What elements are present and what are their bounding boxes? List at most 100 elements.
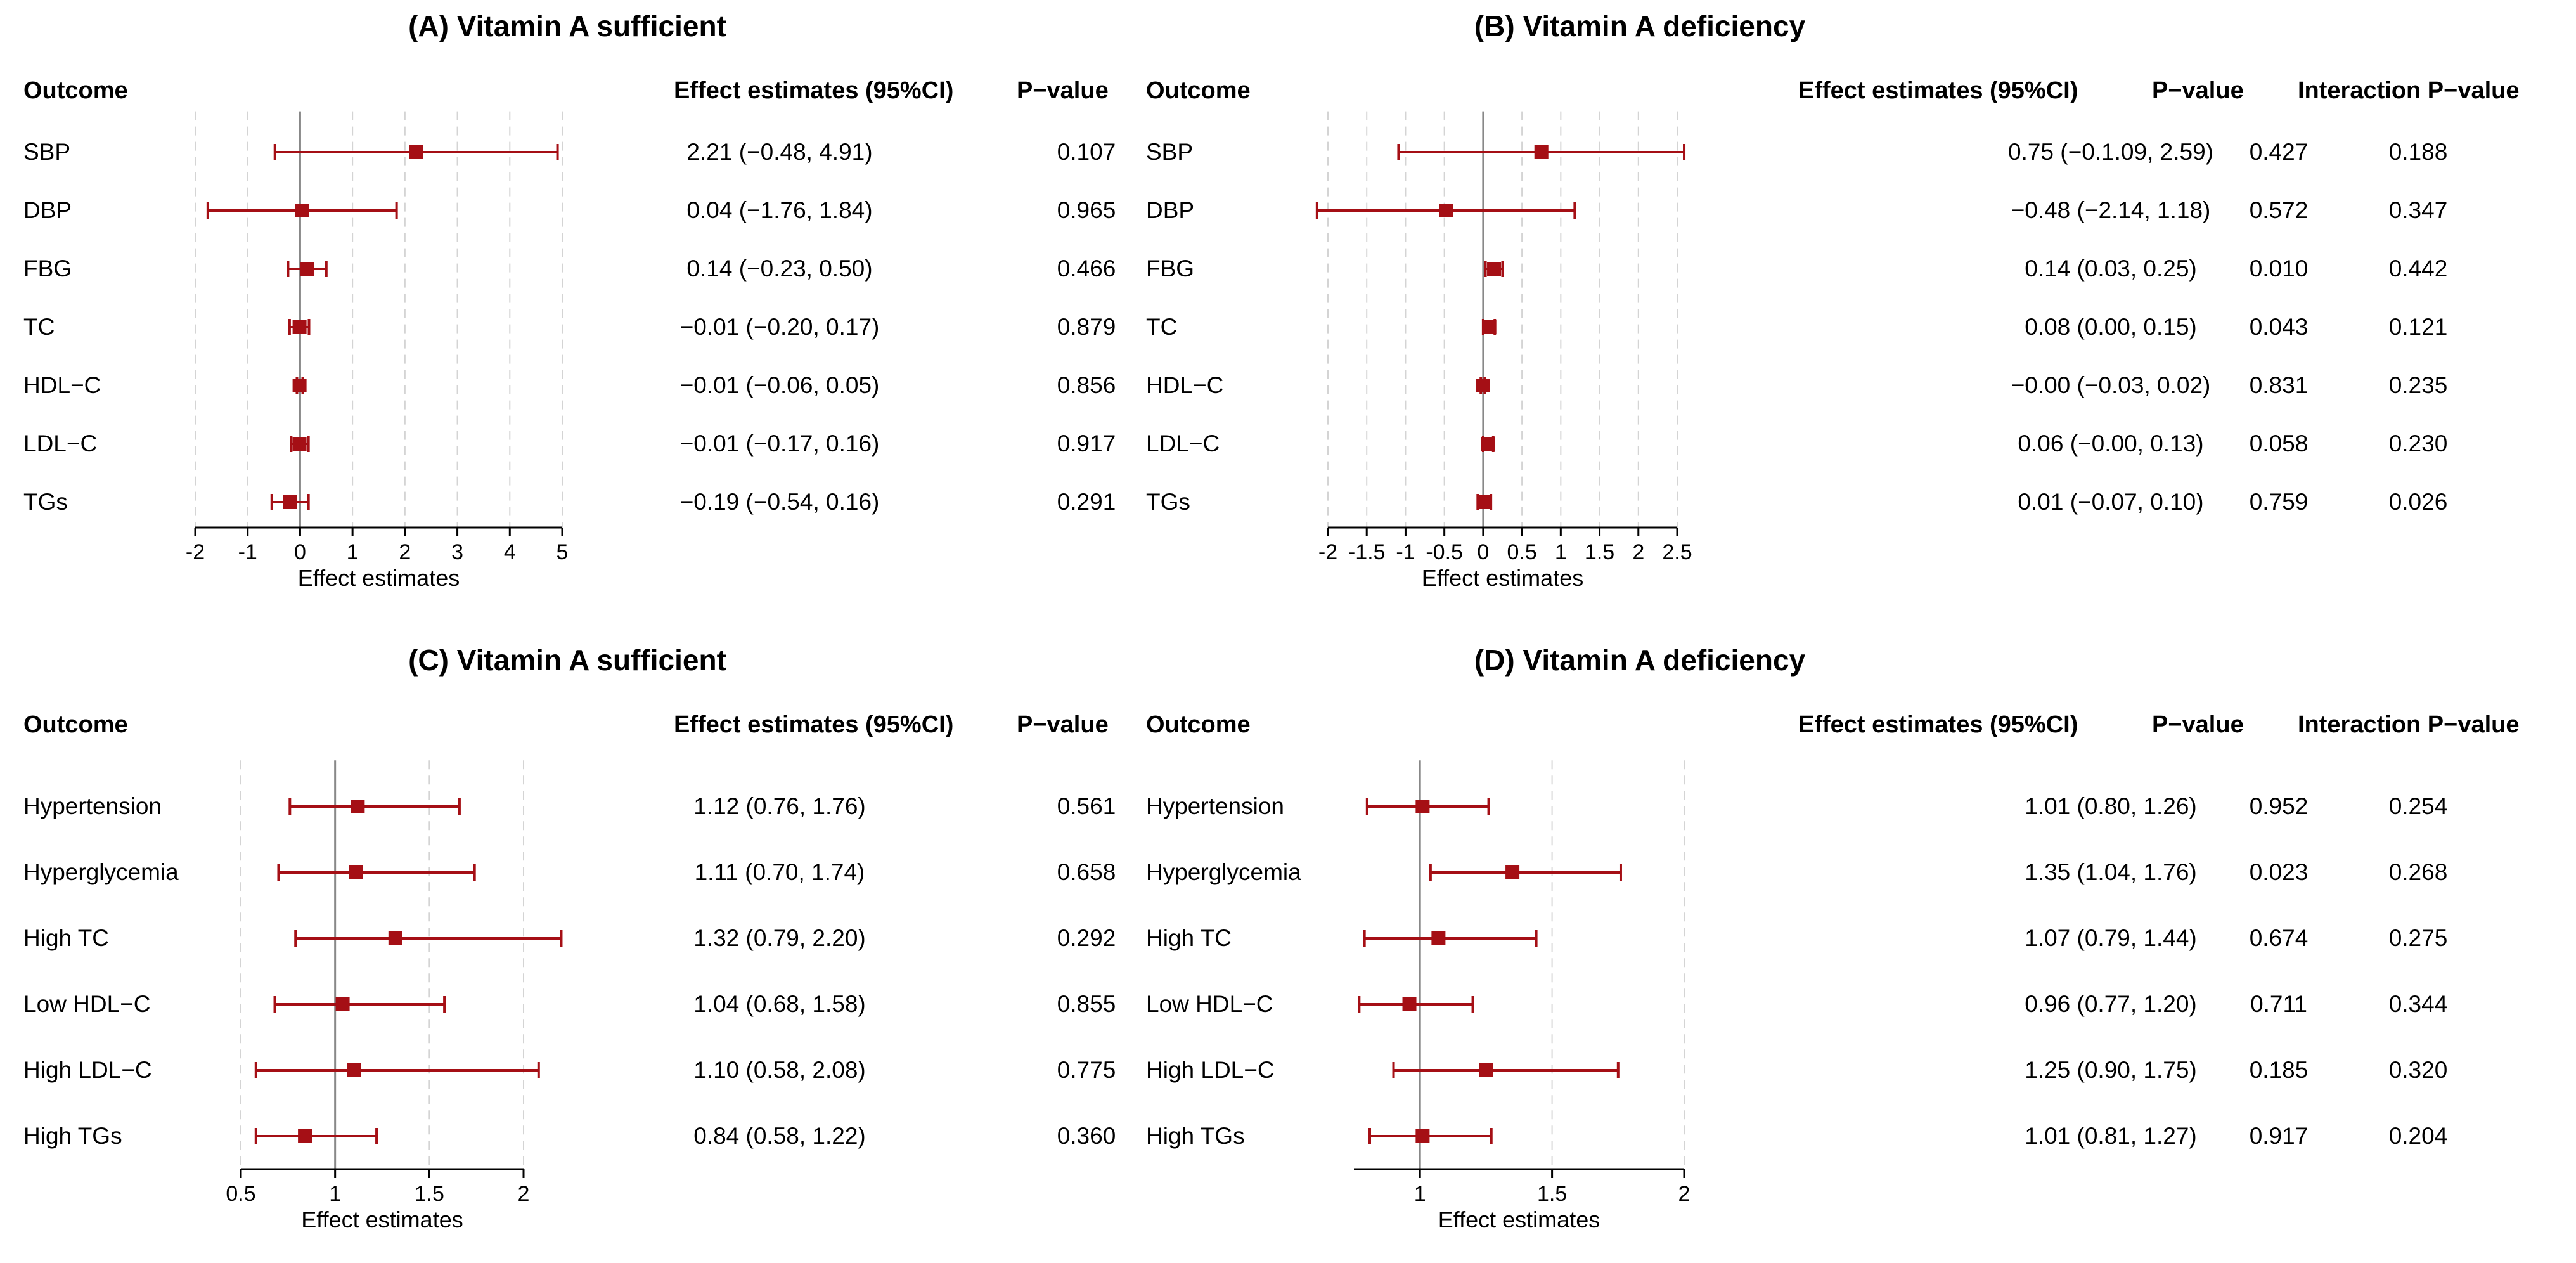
outcome-label: LDL−C: [23, 431, 98, 457]
x-tick-label: 5: [557, 540, 569, 564]
effect-header: Effect estimates (95%CI): [674, 711, 954, 738]
p-value-text: 0.856: [1057, 372, 1116, 398]
outcome-label: HDL−C: [1146, 372, 1224, 398]
point-estimate: [1415, 1129, 1430, 1143]
p-value-text: 0.855: [1057, 991, 1116, 1017]
effect-estimate-text: 0.96 (0.77, 1.20): [2025, 991, 2197, 1017]
x-tick-label: 2: [1632, 540, 1644, 564]
interaction-p-text: 0.254: [2388, 793, 2448, 819]
interaction-p-text: 0.320: [2388, 1057, 2448, 1083]
outcome-label: TGs: [23, 489, 68, 515]
panel-title: (D) Vitamin A deficiency: [1474, 644, 1806, 677]
x-tick-label: 2: [518, 1182, 530, 1206]
p-value-text: 0.879: [1057, 314, 1116, 340]
x-tick-label: 1.5: [415, 1182, 444, 1206]
x-tick-label: 1: [1414, 1182, 1426, 1206]
p-value-text: 0.572: [2249, 197, 2309, 223]
outcome-label: High TC: [23, 925, 110, 951]
x-axis-title: Effect estimates: [301, 1207, 463, 1233]
p-value-text: 0.674: [2249, 925, 2309, 951]
x-axis-title: Effect estimates: [1438, 1207, 1600, 1233]
interaction-p-header: Interaction P−value: [2298, 711, 2520, 738]
outcome-label: TC: [23, 314, 55, 340]
p-value-text: 0.965: [1057, 197, 1116, 223]
panel-c: (C) Vitamin A sufficient Outcome Effect es…: [0, 634, 1135, 1263]
p-value-text: 0.185: [2249, 1057, 2309, 1083]
effect-estimate-text: 0.75 (−0.1.09, 2.59): [2008, 139, 2213, 165]
p-value-text: 0.561: [1057, 793, 1116, 819]
p-value-text: 0.292: [1057, 925, 1116, 951]
point-estimate: [409, 145, 423, 159]
effect-estimate-text: 1.12 (0.76, 1.76): [693, 793, 866, 819]
effect-estimate-text: 2.21 (−0.48, 4.91): [686, 139, 873, 165]
outcome-label: Hyperglycemia: [1146, 859, 1301, 885]
forest-plot-b: -2 -1.5 -1 -0.5 0 0.5 1 1.5 2 2.5 Effect estimates: [1315, 111, 1692, 591]
p-value-text: 0.917: [1057, 431, 1116, 457]
forest-plot-d: 1 1.5 2 Effect estimates: [1354, 760, 1690, 1233]
interaction-p-text: 0.230: [2388, 431, 2448, 457]
p-value-header: P−value: [1017, 77, 1109, 104]
point-estimate: [349, 865, 363, 879]
interaction-p-header: Interaction P−value: [2298, 77, 2520, 104]
x-tick-label: -1.5: [1348, 540, 1386, 564]
effect-estimate-text: −0.00 (−0.03, 0.02): [2011, 372, 2211, 398]
x-axis-title: Effect estimates: [298, 565, 460, 591]
point-estimate: [1431, 931, 1446, 945]
point-estimate: [1476, 379, 1490, 392]
x-tick-label: 0.5: [1507, 540, 1536, 564]
outcome-label: Low HDL−C: [23, 991, 151, 1017]
p-value-text: 0.010: [2249, 256, 2309, 282]
outcome-label: TGs: [1146, 489, 1190, 515]
outcome-label: Hypertension: [1146, 793, 1285, 819]
outcome-label: LDL−C: [1146, 431, 1220, 457]
point-estimate: [1415, 800, 1430, 813]
effect-estimate-text: 1.01 (0.80, 1.26): [2025, 793, 2197, 819]
outcome-label: High LDL−C: [1146, 1057, 1275, 1083]
p-value-header: P−value: [2152, 711, 2244, 738]
p-value-text: 0.043: [2249, 314, 2309, 340]
point-estimate: [295, 204, 309, 217]
effect-header: Effect estimates (95%CI): [674, 77, 954, 104]
p-value-header: P−value: [2152, 77, 2244, 104]
effect-estimate-text: −0.01 (−0.17, 0.16): [679, 431, 880, 457]
x-tick-label: -2: [1318, 540, 1337, 564]
p-value-text: 0.023: [2249, 859, 2309, 885]
p-value-text: 0.952: [2249, 793, 2309, 819]
effect-estimate-text: −0.48 (−2.14, 1.18): [2011, 197, 2211, 223]
point-estimate: [388, 931, 402, 945]
point-estimate: [1402, 997, 1417, 1011]
panel-title: (C) Vitamin A sufficient: [408, 644, 726, 677]
panel-a: (A) Vitamin A sufficient Outcome Effect es…: [0, 0, 1135, 628]
effect-estimate-text: 0.08 (0.00, 0.15): [2025, 314, 2197, 340]
effect-estimate-text: −0.01 (−0.20, 0.17): [679, 314, 880, 340]
interaction-p-text: 0.275: [2388, 925, 2448, 951]
p-value-text: 0.427: [2249, 139, 2309, 165]
point-estimate: [1487, 262, 1502, 276]
effect-estimate-text: 0.06 (−0.00, 0.13): [2018, 431, 2204, 457]
outcome-header: Outcome: [23, 77, 128, 104]
panel-d: (D) Vitamin A deficiency Outcome Effect es…: [1135, 634, 2576, 1263]
interaction-p-text: 0.344: [2388, 991, 2448, 1017]
outcome-header: Outcome: [1146, 77, 1251, 104]
x-tick-label: 0.5: [226, 1182, 255, 1206]
effect-estimate-text: 0.01 (−0.07, 0.10): [2018, 489, 2204, 515]
effect-estimate-text: −0.01 (−0.06, 0.05): [679, 372, 880, 398]
interaction-p-text: 0.442: [2388, 256, 2448, 282]
point-estimate: [351, 800, 365, 813]
effect-estimate-text: 0.14 (−0.23, 0.50): [686, 256, 873, 282]
x-tick-label: -1: [238, 540, 257, 564]
x-tick-label: 1: [347, 540, 359, 564]
p-value-text: 0.360: [1057, 1123, 1116, 1149]
x-tick-label: 3: [451, 540, 463, 564]
x-tick-label: 0: [1477, 540, 1489, 564]
point-estimate: [1534, 145, 1549, 159]
effect-header: Effect estimates (95%CI): [1798, 711, 2078, 738]
outcome-label: High LDL−C: [23, 1057, 152, 1083]
p-value-text: 0.107: [1057, 139, 1116, 165]
effect-header: Effect estimates (95%CI): [1798, 77, 2078, 104]
interaction-p-text: 0.204: [2388, 1123, 2448, 1149]
p-value-header: P−value: [1017, 711, 1109, 738]
panel-title: (A) Vitamin A sufficient: [408, 10, 726, 42]
x-tick-label: 4: [504, 540, 516, 564]
p-value-text: 0.291: [1057, 489, 1116, 515]
